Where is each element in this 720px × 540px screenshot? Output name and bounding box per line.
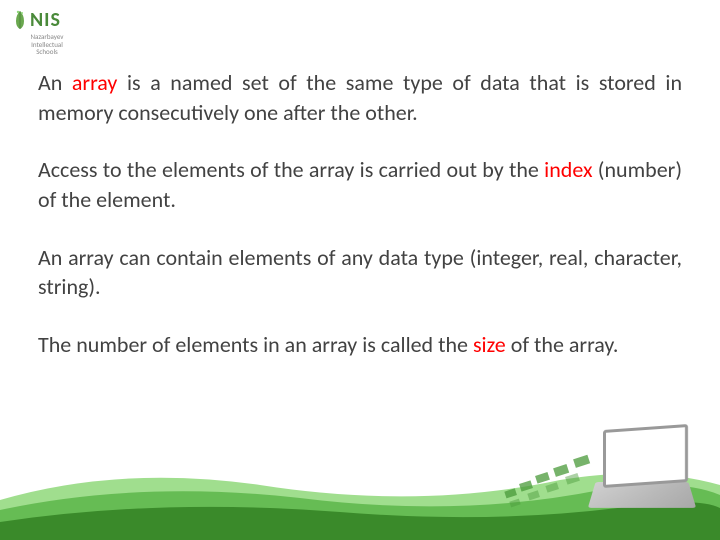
nis-logo: NIS Nazarbayev Intellectual Schools (12, 8, 82, 56)
highlight-size: size (473, 331, 506, 358)
laptop-icon (558, 427, 688, 522)
logo-icon-row: NIS (12, 8, 82, 32)
slide-content: An array is a named set of the same type… (38, 68, 682, 388)
paragraph-1: An array is a named set of the same type… (38, 68, 682, 127)
laptop-screen (603, 424, 688, 488)
highlight-index: index (544, 156, 592, 183)
highlight-array: array (72, 69, 118, 96)
paragraph-3: An array can contain elements of any dat… (38, 243, 682, 302)
paragraph-2: Access to the elements of the array is c… (38, 155, 682, 214)
paragraph-4: The number of elements in an array is ca… (38, 330, 682, 360)
logo-subtitle: Nazarbayev Intellectual Schools (12, 33, 82, 56)
logo-abbr: NIS (30, 8, 61, 32)
leaf-icon (12, 9, 28, 31)
